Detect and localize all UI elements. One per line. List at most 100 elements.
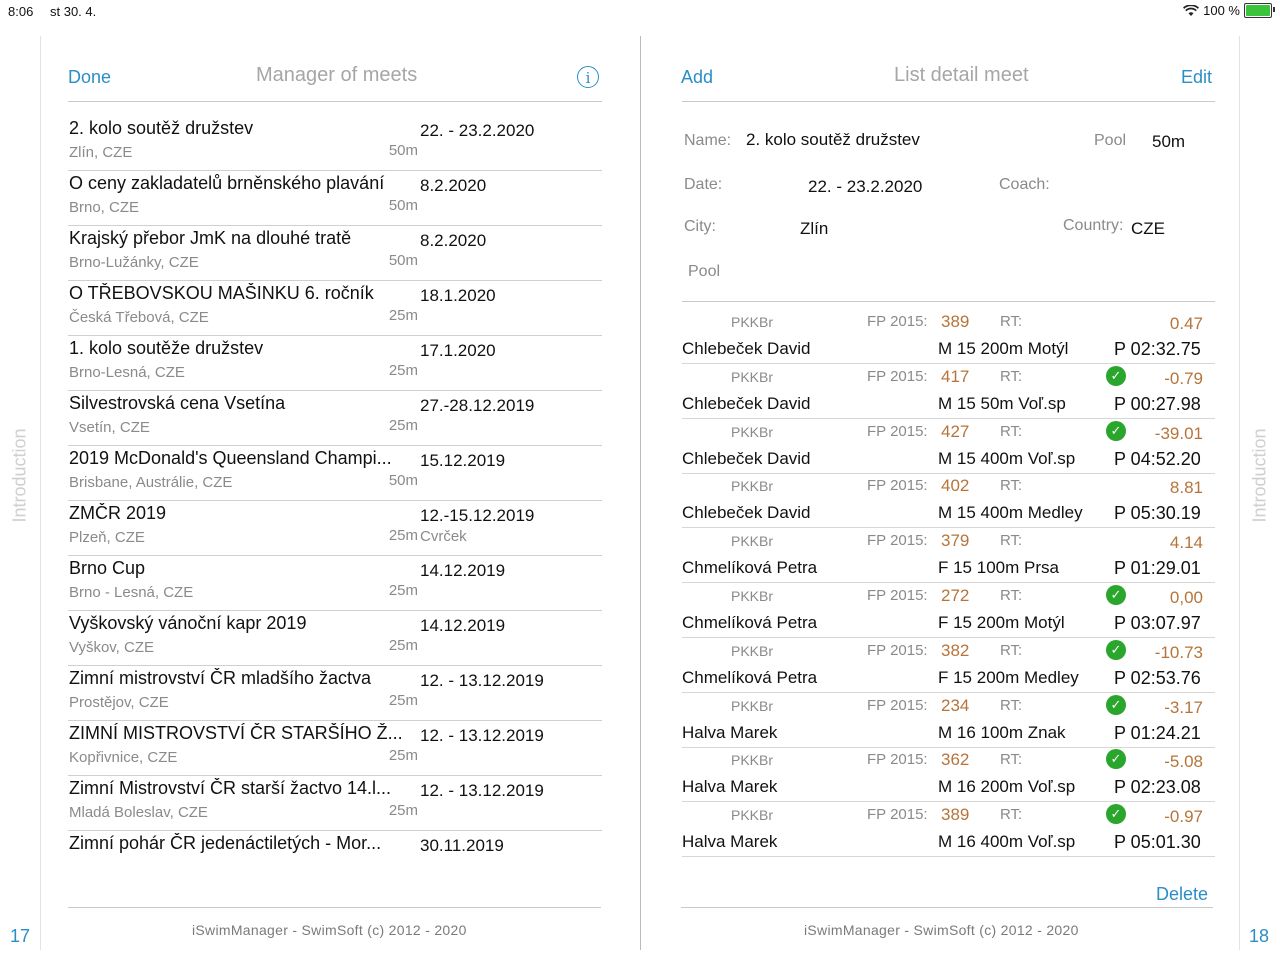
result-fp-label: FP 2015:	[867, 641, 928, 659]
result-fp-label: FP 2015:	[867, 532, 928, 550]
meet-city: Brno-Lesná, CZE	[69, 364, 185, 381]
result-fp-value: 417	[941, 366, 970, 386]
country-value: CZE	[1131, 219, 1165, 238]
right-footer-divider	[681, 907, 1213, 908]
meet-name: Brno Cup	[69, 558, 146, 578]
meet-list-item[interactable]: ZIMNÍ MISTROVSTVÍ ČR STARŠÍHO Ž... Kopřiv…	[68, 720, 602, 776]
meet-list-item[interactable]: ZMČR 2019 Plzeň, CZE 25m 12.-15.12.2019 Cvrč…	[68, 500, 602, 556]
battery-percent: 100 %	[1203, 3, 1240, 18]
meet-list-item[interactable]: Brno Cup Brno - Lesná, CZE 25m 14.12.2019	[68, 555, 602, 611]
result-fp-label: FP 2015:	[867, 477, 928, 495]
left-footer: iSwimManager - SwimSoft (c) 2012 - 2020	[192, 922, 467, 938]
result-swimmer: Halva Marek	[682, 777, 778, 797]
result-fp-value: 234	[941, 695, 970, 715]
meet-list-item[interactable]: 1. kolo soutěže družstev Brno-Lesná, CZE 2…	[68, 335, 602, 391]
meet-date: 8.2.2020	[420, 231, 487, 250]
info-icon[interactable]: i	[577, 66, 599, 88]
result-event: F 15 200m Motýl	[938, 613, 1065, 632]
result-diff: 4.14	[1169, 533, 1203, 553]
meet-date: 30.11.2019	[420, 836, 504, 855]
right-edge-line	[1239, 36, 1240, 950]
result-fp-value: 402	[941, 476, 970, 496]
result-fp-label: FP 2015:	[867, 696, 928, 714]
meet-city: Brno, CZE	[69, 199, 140, 216]
meet-name: Vyškovský vánoční kapr 2019	[69, 613, 307, 633]
meet-city: Zlín, CZE	[69, 144, 133, 161]
meet-list-item[interactable]: 2019 McDonald's Queensland Champi... Bris…	[68, 445, 602, 501]
meet-list-item[interactable]: Vyškovský vánoční kapr 2019 Vyškov, CZE 25…	[68, 610, 602, 666]
result-row[interactable]: PKKBr FP 2015: 389 RT: 0.47 Chlebeček David M …	[682, 308, 1215, 364]
meet-date: 12. - 13.12.2019	[420, 671, 544, 690]
result-swimmer: Chmelíková Petra	[682, 667, 818, 687]
meet-list-item[interactable]: Silvestrovská cena Vsetína Vsetín, CZE 25m…	[68, 390, 602, 446]
left-introduction-tab[interactable]: Introduction	[9, 428, 30, 523]
meet-name: Krajský přebor JmK na dlouhé tratě	[69, 228, 352, 248]
meet-pool: 25m	[388, 362, 418, 379]
result-diff: -0.97	[1164, 807, 1203, 827]
delete-button[interactable]: Delete	[1156, 884, 1209, 904]
coach-label: Coach:	[999, 176, 1050, 193]
pool-section-label: Pool	[688, 263, 721, 280]
result-fp-label: FP 2015:	[867, 806, 928, 824]
done-button[interactable]: Done	[68, 67, 112, 87]
result-row[interactable]: PKKBr FP 2015: 234 RT: -3.17 Halva Marek M 16 …	[682, 692, 1215, 748]
right-introduction-tab[interactable]: Introduction	[1249, 428, 1270, 523]
meet-date: 18.1.2020	[420, 286, 496, 305]
meet-pool: 25m	[388, 802, 418, 819]
result-row[interactable]: PKKBr FP 2015: 427 RT: -39.01 Chlebeček David…	[682, 418, 1215, 474]
result-row[interactable]: PKKBr FP 2015: 362 RT: -5.08 Halva Marek M 16 …	[682, 746, 1215, 803]
pool-value: 50m	[1152, 132, 1186, 151]
result-time: P 04:52.20	[1114, 448, 1201, 469]
result-row[interactable]: PKKBr FP 2015: 402 RT: 8.81 Chlebeček David M …	[682, 472, 1215, 529]
result-row[interactable]: PKKBr FP 2015: 389 RT: -0.97 Halva Marek M 16 …	[682, 801, 1215, 858]
left-edge-line	[40, 36, 41, 950]
meet-pool: 50m	[388, 252, 418, 269]
edit-button[interactable]: Edit	[1181, 67, 1213, 87]
result-event: M 15 200m Motýl	[938, 339, 1069, 358]
result-swimmer: Chlebeček David	[682, 339, 811, 358]
add-button[interactable]: Add	[681, 67, 714, 87]
right-footer: iSwimManager - SwimSoft (c) 2012 - 2020	[804, 922, 1079, 938]
result-row[interactable]: PKKBr FP 2015: 379 RT: 4.14 Chmelíková Petra F…	[682, 527, 1215, 584]
left-footer-divider	[68, 907, 601, 908]
meet-date: 22. - 23.2.2020	[420, 121, 535, 140]
meet-list-item[interactable]: Zimní mistrovství ČR mladšího žactva Pros…	[68, 665, 602, 721]
meet-pool: 50m	[388, 142, 418, 159]
result-fp-value: 379	[941, 531, 970, 551]
meet-name: 1. kolo soutěže družstev	[69, 338, 264, 358]
meet-list-item[interactable]: Zimní pohár ČR jedenáctiletých - Mor... 3…	[68, 830, 602, 885]
meet-pool: 50m	[388, 472, 418, 489]
result-fp-value: 389	[941, 312, 970, 331]
result-event: M 15 400m Medley	[938, 503, 1083, 523]
result-row[interactable]: PKKBr FP 2015: 417 RT: -0.79 Chlebeček David M…	[682, 363, 1215, 419]
meet-name: O TŘEBOVSKOU MAŠINKU 6. ročník	[69, 283, 374, 303]
meet-date: 15.12.2019	[420, 451, 506, 470]
meet-city: Mladá Boleslav, CZE	[69, 804, 208, 821]
result-diff: -39.01	[1154, 423, 1203, 443]
meet-list-item[interactable]: Zimní Mistrovství ČR starší žactvo 14.l.…	[68, 775, 602, 831]
result-club: PKKBr	[731, 752, 774, 769]
result-row[interactable]: PKKBr FP 2015: 382 RT: -10.73 Chmelíková Petr…	[682, 637, 1215, 693]
meet-date: 12. - 13.12.2019	[420, 781, 544, 800]
result-time: P 02:53.76	[1114, 667, 1201, 688]
city-value: Zlín	[800, 219, 829, 238]
result-row[interactable]: PKKBr FP 2015: 272 RT: 0,00 Chmelíková Petra F…	[682, 582, 1215, 638]
meet-list-item[interactable]: Krajský přebor JmK na dlouhé tratě Brno-L…	[68, 225, 602, 281]
meet-pool: 25m	[388, 527, 418, 544]
meet-pool: 50m	[388, 197, 418, 214]
meet-list-item[interactable]: O ceny zakladatelů brněnského plavání Brn…	[68, 170, 602, 226]
result-time: P 01:29.01	[1114, 558, 1201, 579]
checkmark-icon: ✓	[1106, 420, 1126, 441]
result-time: P 00:27.98	[1114, 393, 1201, 414]
detail-title: List detail meet	[894, 64, 1029, 86]
result-diff: 0,00	[1169, 588, 1203, 607]
result-fp-label: FP 2015:	[867, 751, 928, 769]
meet-list-item[interactable]: O TŘEBOVSKOU MAŠINKU 6. ročník Česká Třeb…	[68, 280, 602, 336]
meet-list-item[interactable]: 2. kolo soutěž družstev Zlín, CZE 50m 22. -…	[68, 115, 602, 171]
meet-coach: Cvrček	[420, 528, 467, 545]
result-club: PKKBr	[731, 478, 774, 495]
result-swimmer: Chmelíková Petra	[682, 613, 818, 632]
meet-name: O ceny zakladatelů brněnského plavání	[69, 173, 385, 193]
date-label: Date:	[684, 176, 723, 193]
result-club: PKKBr	[731, 697, 774, 714]
